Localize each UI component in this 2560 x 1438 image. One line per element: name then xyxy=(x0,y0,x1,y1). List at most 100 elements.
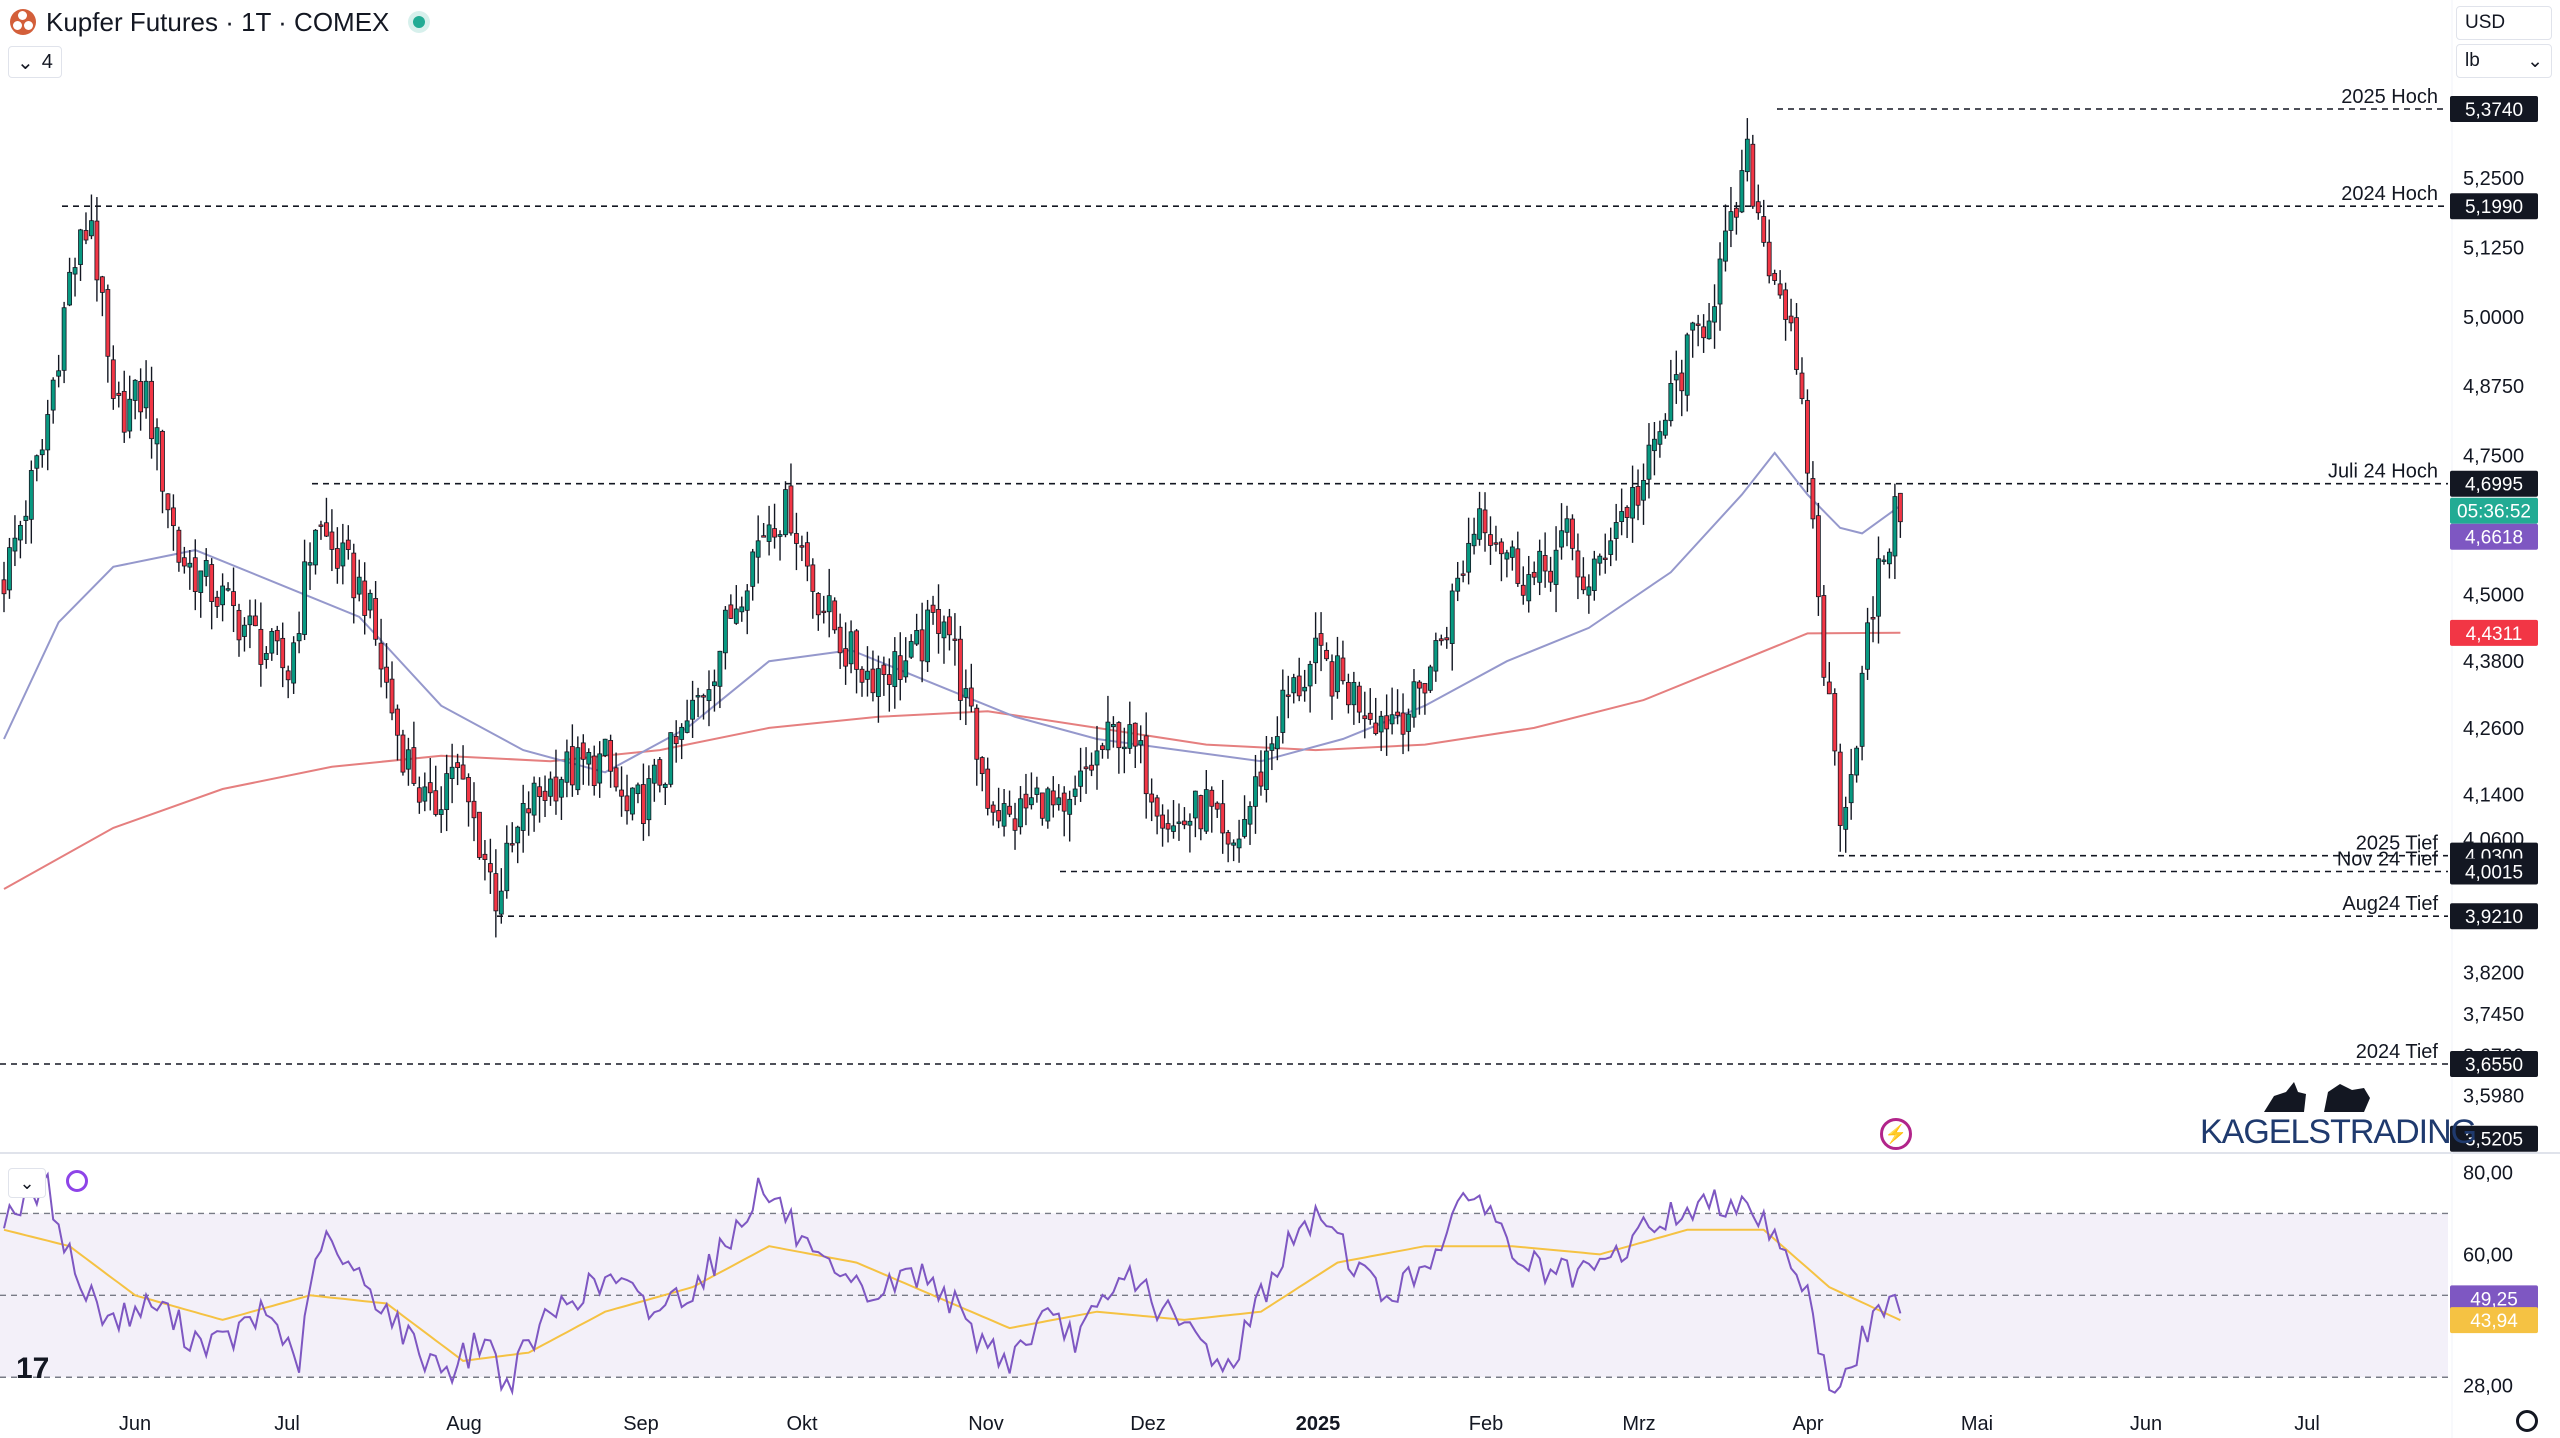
price-tick-label: 5,0000 xyxy=(2463,307,2524,329)
candle-body xyxy=(395,708,400,736)
candle-body xyxy=(1034,787,1040,795)
candle-body xyxy=(1296,675,1302,697)
watermark-logo: KAGELSTRADING xyxy=(2200,1078,2477,1152)
candle-body xyxy=(1876,558,1881,617)
candle-body xyxy=(1575,550,1581,578)
level-price-tag-bg xyxy=(2450,193,2538,220)
rsi-collapse-button[interactable]: ⌄ xyxy=(8,1168,46,1198)
candle-body xyxy=(613,767,619,788)
candle-body xyxy=(1378,715,1384,733)
candle-body xyxy=(1695,323,1701,326)
candle-body xyxy=(1067,798,1073,815)
candle-body xyxy=(1712,306,1717,323)
candle-body xyxy=(1,579,7,595)
candle-body xyxy=(285,670,291,681)
candle-body xyxy=(433,790,439,815)
candle-body xyxy=(575,747,581,791)
level-price-tag-bg xyxy=(2450,96,2538,122)
candle-body xyxy=(1182,820,1187,826)
candle-body xyxy=(794,533,799,544)
candle-body xyxy=(1657,431,1663,445)
candle-body xyxy=(504,842,510,892)
level-price-tag: 3,9210 xyxy=(2465,907,2523,928)
candle-body xyxy=(89,220,94,237)
settings-icon[interactable] xyxy=(2516,1410,2538,1432)
refresh-icon[interactable] xyxy=(66,1170,88,1192)
candle-body xyxy=(1509,546,1515,558)
chevron-down-icon: ⌄ xyxy=(2527,50,2543,72)
time-axis[interactable]: Jun Jul Aug Sep Okt Nov Dez 2025 Feb Mrz Apr Mai Jun… xyxy=(119,1413,2320,1435)
candle-body xyxy=(1384,715,1390,730)
candle-body xyxy=(471,800,477,819)
candle-body xyxy=(23,515,29,521)
candle-body xyxy=(269,631,275,654)
candle-body xyxy=(61,307,67,371)
candle-body xyxy=(1788,315,1794,324)
candle-body xyxy=(1187,820,1193,826)
candle-body xyxy=(334,548,340,569)
candle-body xyxy=(1690,322,1696,331)
symbol-title[interactable]: Kupfer Futures · 1T · COMEX xyxy=(46,6,390,37)
candle-body xyxy=(160,430,165,492)
candle-body xyxy=(171,507,176,527)
flash-icon[interactable]: ⚡ xyxy=(1880,1118,1912,1150)
candle-body xyxy=(1701,326,1707,339)
candle-body xyxy=(302,561,307,635)
level-label: Juli 24 Hoch xyxy=(2328,461,2438,483)
candle-body xyxy=(832,600,838,631)
candle-body xyxy=(132,379,138,401)
rsi-line xyxy=(3,1171,1902,1396)
level-price-tag-bg xyxy=(2450,1051,2538,1077)
candle-body xyxy=(7,547,12,591)
rsi-pane[interactable] xyxy=(0,1171,2448,1396)
candle-body xyxy=(373,598,379,640)
candle-body xyxy=(220,585,226,606)
candle-body xyxy=(1023,793,1029,809)
current-price-tag: 3,5205 xyxy=(2465,1130,2523,1151)
currency-value: USD xyxy=(2465,12,2506,33)
indicator-toggle-button[interactable]: ⌄ 4 xyxy=(8,46,62,78)
ma-short-line xyxy=(3,451,1901,774)
candle-body xyxy=(498,890,504,915)
time-tick-label: Jul xyxy=(274,1413,300,1435)
candle-body xyxy=(318,524,324,527)
candle-body xyxy=(236,609,242,641)
candle-body xyxy=(187,562,193,568)
candle-body xyxy=(1345,681,1351,706)
candle-body xyxy=(897,655,903,680)
currency-select[interactable]: USD xyxy=(2456,6,2552,40)
level-price-tag: 4,6995 xyxy=(2465,475,2523,496)
candle-body xyxy=(837,626,843,654)
candle-body xyxy=(214,596,220,607)
candle-body xyxy=(1520,584,1526,596)
candle-body xyxy=(985,768,991,809)
candle-body xyxy=(1406,713,1411,732)
candle-body xyxy=(1493,542,1499,545)
candle-body xyxy=(1340,657,1346,682)
candle-body xyxy=(28,470,34,520)
unit-select[interactable]: lb ⌄ xyxy=(2456,44,2552,78)
level-label: 2025 Tief xyxy=(2356,833,2439,855)
candle-body xyxy=(876,668,881,697)
candle-body xyxy=(979,757,985,775)
candle-body xyxy=(1892,496,1898,557)
candle-body xyxy=(947,616,952,636)
candle-body xyxy=(1897,492,1903,523)
candle-body xyxy=(673,735,679,745)
level-price-tag: 3,6550 xyxy=(2465,1055,2523,1076)
candle-body xyxy=(291,642,297,684)
candle-body xyxy=(1570,518,1575,549)
candle-body xyxy=(1580,576,1586,591)
candle-body xyxy=(493,873,499,912)
candle-body xyxy=(526,808,532,814)
candle-body xyxy=(1280,689,1286,733)
candle-body xyxy=(1783,289,1788,320)
candle-body xyxy=(608,740,614,772)
candle-body xyxy=(826,595,832,613)
level-price-tag-bg xyxy=(2450,858,2538,885)
candle-body xyxy=(1586,586,1592,596)
candle-body xyxy=(766,524,772,542)
price-axis[interactable]: 5,2500 5,1250 5,0000 4,8750 4,7500 4,5000 4,38… xyxy=(2450,96,2538,1397)
